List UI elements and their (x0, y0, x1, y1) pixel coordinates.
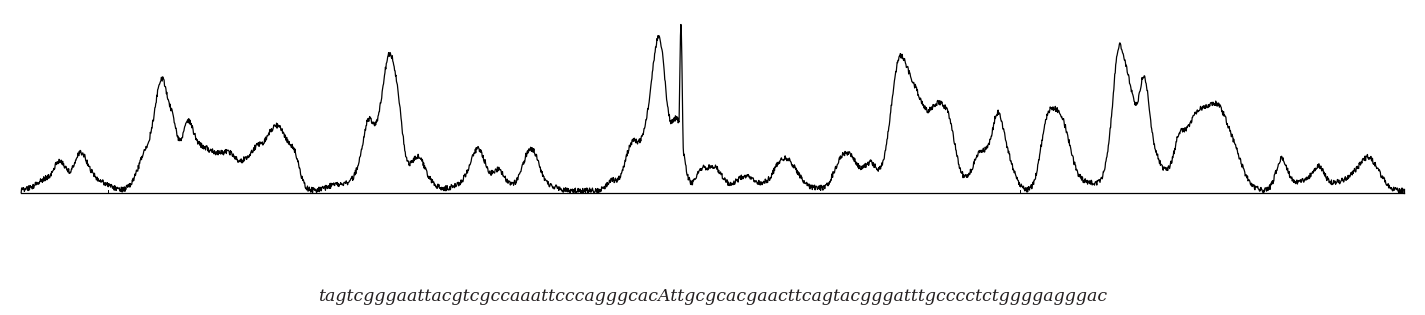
Text: tagtcgggaattacgtcgccaaattcccagggcacAttgcgcacgaacttcagtacgggatttgcccctctggggaggga: tagtcgggaattacgtcgccaaattcccagggcacAttgc… (318, 288, 1107, 305)
